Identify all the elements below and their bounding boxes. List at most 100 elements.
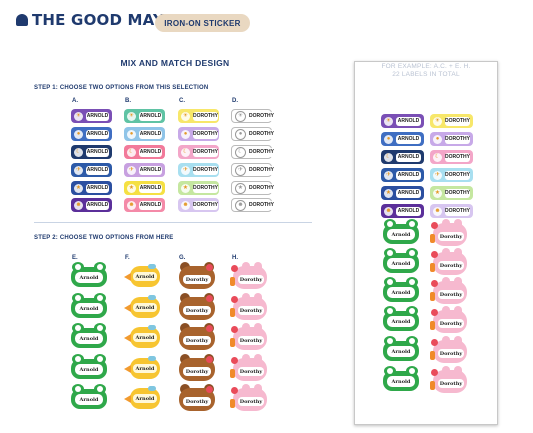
col-letter-e: E. — [72, 255, 78, 261]
name-label: ☻ ARNOLD — [381, 204, 424, 218]
moon-icon: ☾ — [235, 146, 246, 158]
bear-sticker-name: Dorothy — [183, 275, 211, 284]
frog-eye-icon — [72, 293, 84, 303]
flower-icon — [431, 280, 438, 287]
rocket-icon: ✈ — [127, 165, 136, 175]
bird-sticker: Arnold — [124, 356, 162, 380]
col-letter-c: C. — [179, 98, 185, 104]
name-label: ★ ARNOLD — [124, 181, 165, 195]
alien-icon: ☻ — [127, 200, 136, 210]
frog-sticker-name: Arnold — [75, 364, 103, 375]
star-icon: ★ — [74, 183, 83, 193]
name-label: ☻ DOROTHY — [430, 204, 473, 218]
label-name-text: DOROTHY — [193, 165, 218, 175]
frog-sticker: Arnold — [382, 277, 420, 303]
name-label: ☀ ARNOLD — [381, 114, 424, 128]
step2-heading: STEP 2: CHOOSE TWO OPTIONS FROM HERE — [34, 235, 174, 241]
flower-icon — [231, 265, 238, 272]
flower-icon — [206, 325, 213, 332]
planet-icon: ● — [235, 128, 246, 140]
moon-icon: ☾ — [433, 152, 442, 162]
col-letter-h: H. — [232, 255, 238, 261]
label-name-text: DOROTHY — [445, 188, 470, 198]
frog-sticker-name: Arnold — [75, 272, 103, 283]
frog-sticker-name: Arnold — [75, 333, 103, 344]
bird-sticker-name: Arnold — [133, 394, 157, 403]
carrot-icon — [430, 292, 435, 301]
frog-eye-icon — [384, 306, 396, 316]
bear-sticker: Dorothy — [178, 323, 216, 351]
frog-sticker: Arnold — [70, 384, 108, 410]
bunny-sticker: Dorothy — [430, 336, 468, 364]
frog-eye-icon — [72, 354, 84, 364]
label-name-text: DOROTHY — [193, 111, 218, 121]
col-letter-d: D. — [232, 98, 238, 104]
bird-crest-icon — [148, 325, 156, 330]
bunny-sticker-name: Dorothy — [438, 379, 464, 388]
name-label: ✈ ARNOLD — [71, 163, 112, 177]
flower-icon — [431, 222, 438, 229]
flower-icon — [206, 264, 213, 271]
alien-icon: ☻ — [235, 199, 246, 211]
name-label: ● DOROTHY — [178, 127, 219, 141]
moon-icon: ☾ — [74, 147, 83, 157]
frog-eye-icon — [406, 306, 418, 316]
label-name-text: ARNOLD — [139, 111, 162, 121]
name-label: ☾ ARNOLD — [71, 145, 112, 159]
bird-sticker: Arnold — [124, 264, 162, 288]
name-label: ☻ ARNOLD — [71, 198, 112, 212]
col-letter-b: B. — [125, 98, 131, 104]
frog-eye-icon — [384, 219, 396, 229]
name-label: ☻ DOROTHY — [231, 198, 274, 212]
label-name-text: ARNOLD — [396, 152, 421, 162]
bunny-sticker: Dorothy — [230, 384, 268, 412]
label-name-text: DOROTHY — [249, 129, 274, 139]
name-label: ★ ARNOLD — [381, 186, 424, 200]
label-name-text: DOROTHY — [445, 206, 470, 216]
rocket-icon: ✈ — [181, 165, 190, 175]
carrot-icon — [230, 338, 235, 347]
label-name-text: ARNOLD — [396, 134, 421, 144]
label-name-text: ARNOLD — [396, 116, 421, 126]
label-name-text: ARNOLD — [86, 129, 109, 139]
sun-icon: ☀ — [235, 110, 246, 122]
carrot-icon — [230, 369, 235, 378]
label-name-text: DOROTHY — [445, 170, 470, 180]
frog-sticker: Arnold — [382, 248, 420, 274]
name-label: ★ ARNOLD — [71, 181, 112, 195]
carrot-icon — [430, 381, 435, 390]
name-label: ☀ ARNOLD — [124, 109, 165, 123]
bear-sticker-name: Dorothy — [183, 397, 211, 406]
frog-sticker: Arnold — [382, 306, 420, 332]
col-letter-g: G. — [179, 255, 186, 261]
flower-icon — [231, 296, 238, 303]
alien-icon: ☻ — [181, 200, 190, 210]
label-name-text: ARNOLD — [396, 170, 421, 180]
bunny-sticker-name: Dorothy — [438, 349, 464, 358]
flower-icon — [206, 356, 213, 363]
flower-icon — [206, 295, 213, 302]
label-name-text: ARNOLD — [139, 165, 162, 175]
sun-icon: ☀ — [74, 111, 83, 121]
planet-icon: ● — [433, 134, 442, 144]
name-label: ☀ DOROTHY — [231, 109, 274, 123]
name-label: ★ DOROTHY — [430, 186, 473, 200]
frog-sticker: Arnold — [70, 262, 108, 288]
col-letter-a: A. — [72, 98, 78, 104]
bird-beak-icon — [124, 273, 131, 281]
brand-logo: THE GOOD MAY® — [16, 11, 174, 29]
carrot-icon — [430, 234, 435, 243]
name-label: ● DOROTHY — [430, 132, 473, 146]
label-name-text: DOROTHY — [193, 183, 218, 193]
name-label: ☀ DOROTHY — [178, 109, 219, 123]
bunny-sticker: Dorothy — [230, 293, 268, 321]
label-name-text: ARNOLD — [86, 165, 109, 175]
bear-sticker-name: Dorothy — [183, 336, 211, 345]
moon-icon: ☾ — [384, 152, 393, 162]
bunny-sticker: Dorothy — [430, 306, 468, 334]
flower-icon — [431, 309, 438, 316]
flower-icon — [431, 339, 438, 346]
carrot-icon — [230, 308, 235, 317]
bear-sticker: Dorothy — [178, 262, 216, 290]
bird-beak-icon — [124, 395, 131, 403]
